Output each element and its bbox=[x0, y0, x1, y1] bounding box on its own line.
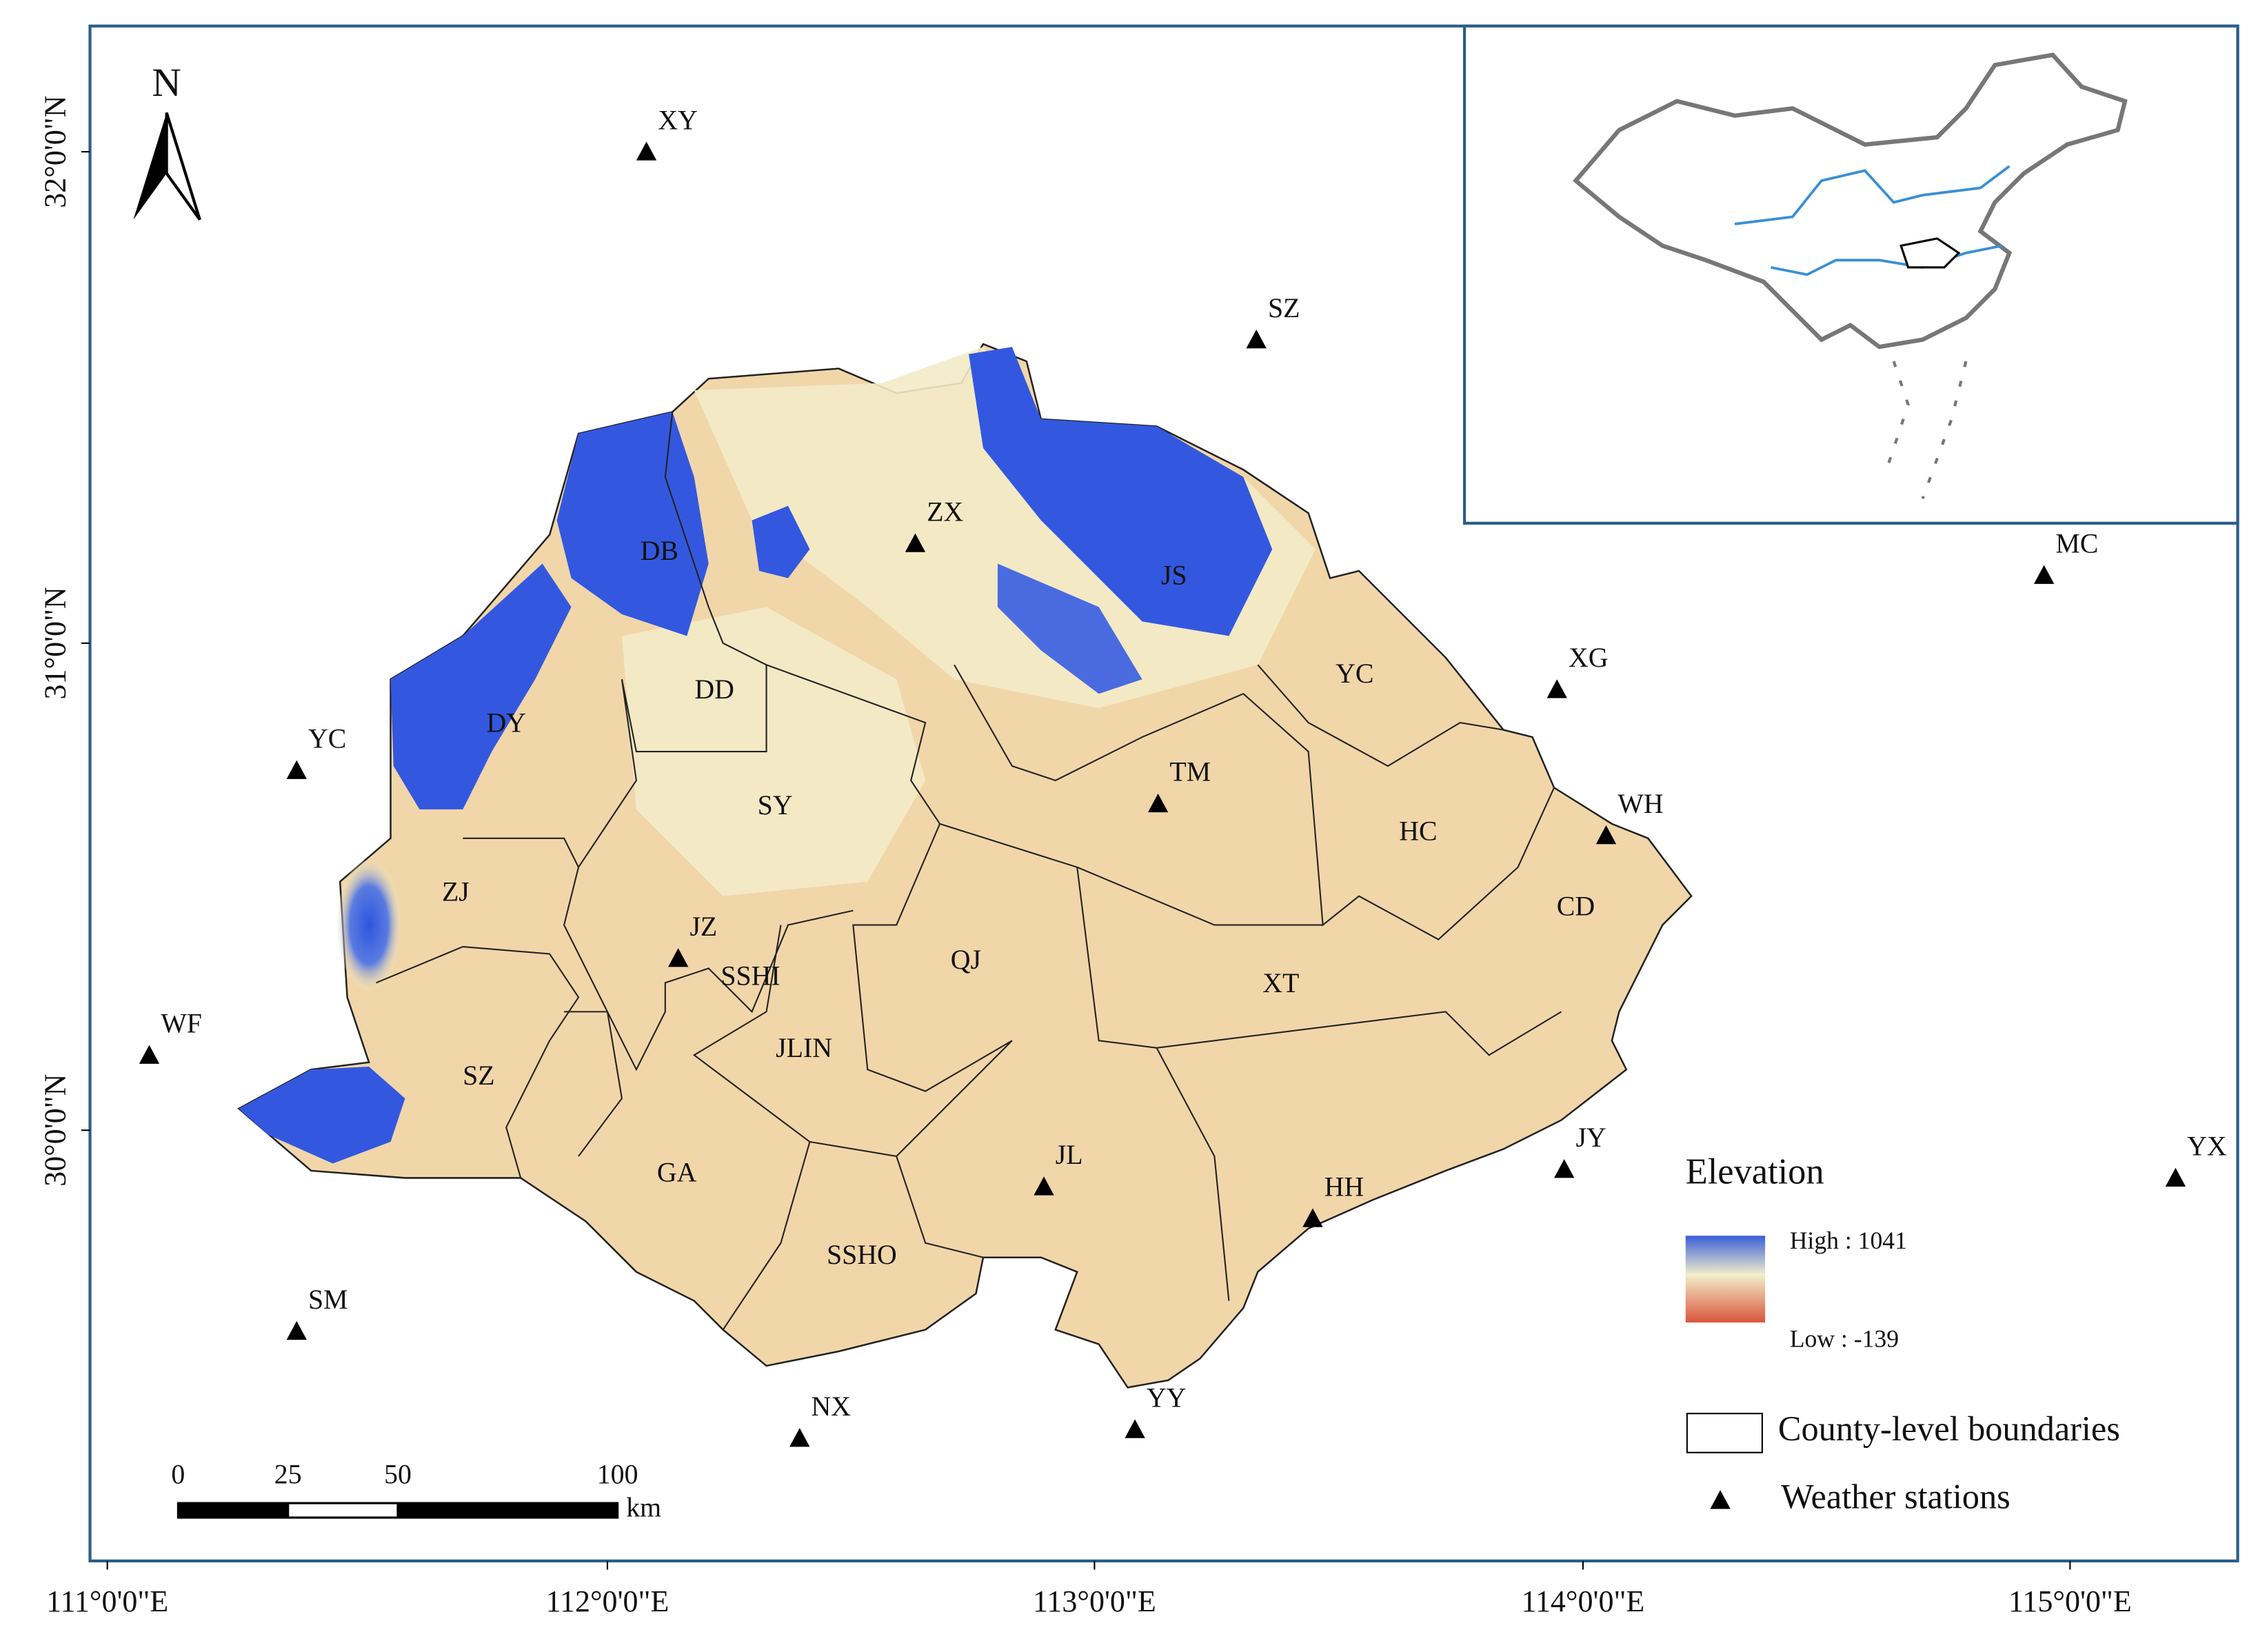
station-label: YX bbox=[2187, 1131, 2227, 1162]
station-label: JL bbox=[1056, 1140, 1083, 1170]
station-marker bbox=[286, 760, 307, 779]
station-marker bbox=[2165, 1167, 2186, 1187]
lon-label: 111°0'0"E bbox=[46, 1584, 168, 1618]
station-label: SZ bbox=[1268, 293, 1300, 323]
map-layers: 32°0'0"N 31°0'0"N 30°0'0"N 111°0'0"E 112°0'0… bbox=[39, 95, 2227, 1618]
county-label: DB bbox=[641, 536, 678, 566]
high-elevation bbox=[390, 563, 572, 809]
high-elevation bbox=[336, 860, 401, 990]
boundary-swatch bbox=[1686, 1413, 1763, 1453]
station-marker bbox=[1302, 1208, 1323, 1227]
station-label: XG bbox=[1569, 643, 1609, 673]
scale-label: 50 bbox=[384, 1459, 412, 1489]
elevation-ramp bbox=[1685, 1236, 1766, 1323]
river bbox=[1771, 244, 2003, 276]
station-label: SM bbox=[308, 1285, 348, 1315]
high-elevation bbox=[997, 563, 1142, 694]
lon-label: 115°0'0"E bbox=[2008, 1584, 2132, 1618]
scale-segment bbox=[287, 1502, 399, 1519]
scale-unit: km bbox=[626, 1493, 661, 1523]
station-label: WH bbox=[1618, 789, 1663, 819]
scale-label: 100 bbox=[597, 1459, 638, 1489]
county-label: CD bbox=[1557, 892, 1595, 922]
county-label: ZJ bbox=[442, 877, 470, 907]
station-label: JZ bbox=[689, 911, 717, 942]
lat-label: 31°0'0"N bbox=[39, 587, 72, 699]
lat-label: 30°0'0"N bbox=[39, 1074, 72, 1187]
high-elevation bbox=[969, 347, 1273, 636]
high-elevation bbox=[752, 505, 810, 578]
station-marker bbox=[2033, 565, 2055, 584]
station-marker bbox=[905, 533, 926, 552]
station-label: MC bbox=[2055, 529, 2098, 559]
river bbox=[1734, 165, 2011, 225]
arrow-half bbox=[165, 112, 201, 221]
county-label: SY bbox=[758, 790, 793, 820]
county-label: DY bbox=[486, 707, 526, 738]
station-marker bbox=[1546, 679, 1567, 698]
county-label: GA bbox=[657, 1157, 697, 1187]
inset-map bbox=[1462, 24, 2239, 525]
scale-segment bbox=[177, 1502, 290, 1519]
county-label: JLIN bbox=[776, 1033, 832, 1063]
county-label: SSHI bbox=[721, 960, 780, 991]
station-marker bbox=[668, 948, 689, 967]
county-label: SSHO bbox=[827, 1240, 897, 1270]
station-label: YY bbox=[1147, 1382, 1187, 1413]
scale-segment bbox=[396, 1502, 619, 1519]
county-boundaries bbox=[376, 412, 1562, 1331]
inset-frame bbox=[1462, 24, 2239, 525]
station-label: YC bbox=[308, 724, 346, 754]
county-label: SZ bbox=[463, 1060, 494, 1091]
maritime-boundary bbox=[1885, 361, 1968, 499]
station-label: WF bbox=[161, 1008, 202, 1038]
scale-label: 0 bbox=[171, 1459, 185, 1489]
legend-high: High : 1041 bbox=[1790, 1227, 1907, 1254]
county-label: DD bbox=[694, 674, 734, 705]
legend: Elevation High : 1041 Low : -139 County-… bbox=[1685, 1151, 2120, 1515]
study-region bbox=[237, 343, 1693, 1389]
station-marker bbox=[286, 1320, 307, 1340]
lat-label: 32°0'0"N bbox=[39, 95, 72, 208]
station-symbol bbox=[1710, 1490, 1731, 1509]
lon-label: 114°0'0"E bbox=[1522, 1584, 1645, 1618]
station-marker bbox=[636, 141, 657, 161]
station-label: TM bbox=[1169, 757, 1211, 787]
station-marker bbox=[139, 1045, 160, 1064]
region-fill bbox=[237, 343, 1693, 1389]
high-elevation bbox=[556, 412, 709, 636]
high-elevation bbox=[239, 1067, 405, 1164]
county-label: YC bbox=[1336, 658, 1373, 689]
county-label: XT bbox=[1262, 968, 1299, 998]
station-label: ZX bbox=[927, 496, 963, 527]
station-marker bbox=[1034, 1176, 1054, 1196]
upland-area bbox=[621, 607, 926, 896]
legend-boundaries: County-level boundaries bbox=[1778, 1409, 2120, 1448]
station-marker bbox=[1147, 793, 1169, 813]
station-marker bbox=[1246, 329, 1267, 349]
station-label: JY bbox=[1575, 1122, 1606, 1153]
station-marker bbox=[1595, 825, 1617, 845]
station-marker bbox=[1125, 1419, 1145, 1438]
north-label: N bbox=[152, 60, 181, 105]
lon-label: 113°0'0"E bbox=[1033, 1584, 1156, 1618]
station-label: NX bbox=[812, 1391, 852, 1422]
scale-label: 25 bbox=[274, 1459, 302, 1489]
legend-title: Elevation bbox=[1686, 1151, 1824, 1191]
legend-stations: Weather stations bbox=[1781, 1477, 2011, 1515]
station-marker bbox=[789, 1428, 810, 1447]
county-label: JS bbox=[1161, 561, 1187, 591]
station-label: XY bbox=[658, 105, 698, 135]
legend-low: Low : -139 bbox=[1790, 1324, 1899, 1352]
station-label: HH bbox=[1324, 1171, 1364, 1202]
county-label: HC bbox=[1399, 816, 1437, 847]
study-area-location bbox=[1900, 237, 1961, 269]
county-label: QJ bbox=[951, 945, 981, 975]
country-outline bbox=[1572, 52, 2128, 350]
station-marker bbox=[1554, 1159, 1575, 1178]
lon-label: 112°0'0"E bbox=[546, 1584, 669, 1618]
